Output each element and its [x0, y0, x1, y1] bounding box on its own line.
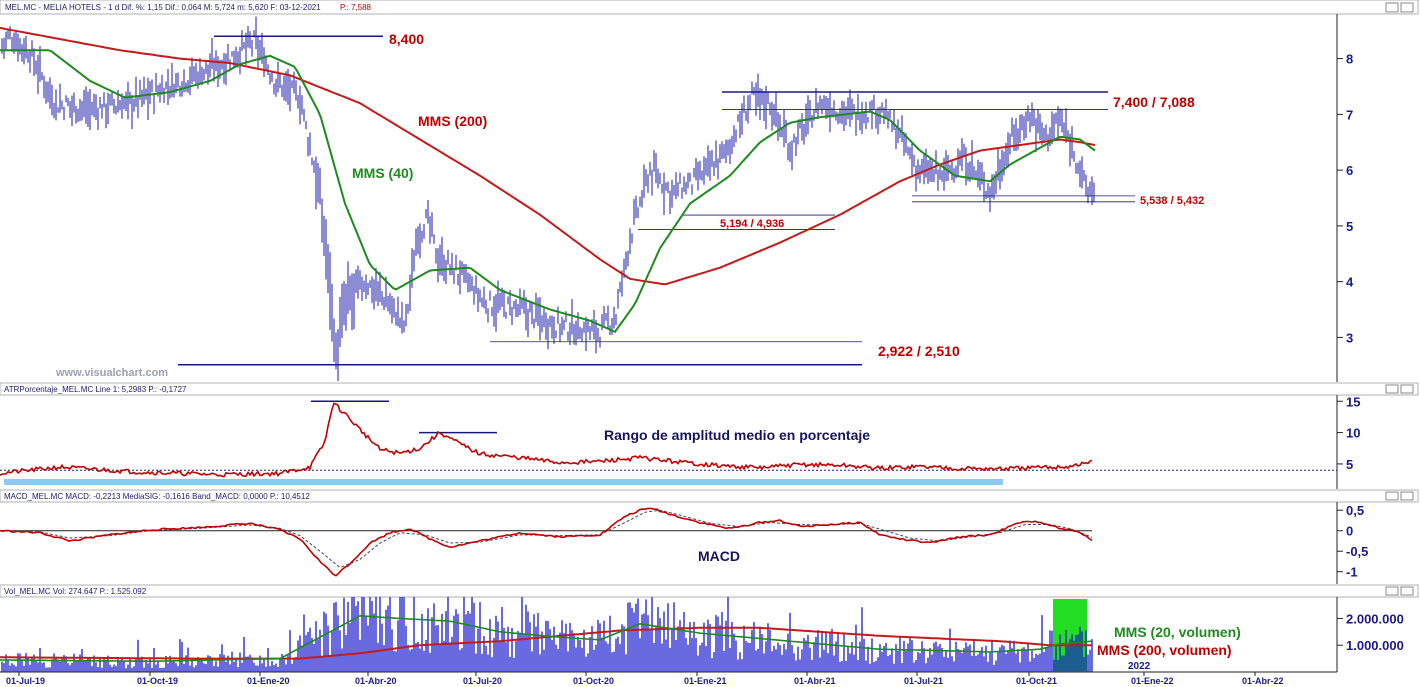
label-resistance: 7,400 / 7,088: [1113, 94, 1195, 110]
atr-maximize-button[interactable]: [1400, 384, 1414, 394]
x-tick-label: 01-Oct-20: [573, 676, 614, 686]
macd-header: MACD_MEL.MC MACD: -0,2213 MediaSIG: -0,1…: [4, 492, 310, 501]
x-tick-label: 01-Jul-19: [6, 676, 45, 686]
volume-header-bar: [0, 584, 1419, 598]
macd-y-tick-label: -0,5: [1346, 544, 1368, 559]
volume-y-axis: 2.000.000 1.000.000: [1337, 611, 1404, 653]
price-y-tick-label: 7: [1346, 107, 1353, 122]
price-header-last: P.: 7,588: [340, 3, 372, 12]
atr-band: [4, 479, 1003, 485]
label-vol-mms200: MMS (200, volumen): [1097, 642, 1232, 658]
price-level-lines: [178, 35, 1135, 366]
volume-y-tick-label: 2.000.000: [1346, 611, 1404, 626]
x-tick-label: 01-Abr-22: [1242, 676, 1284, 686]
price-panel-bg: [0, 0, 1420, 382]
volume-bars: [1, 597, 1093, 672]
watermark: www.visualchart.com: [55, 367, 168, 379]
atr-panel: ATRPorcentaje_MEL.MC Line 1: 5,2983 P.: …: [0, 382, 1419, 489]
volume-header: Vol_MEL.MC Vol: 274.647 P.: 1.525.092: [4, 587, 147, 596]
volume-maximize-button[interactable]: [1400, 586, 1414, 596]
x-tick-label: 01-Oct-21: [1016, 676, 1057, 686]
price-y-tick-label: 8: [1346, 52, 1353, 67]
atr-header: ATRPorcentaje_MEL.MC Line 1: 5,2983 P.: …: [4, 385, 187, 394]
macd-minimize-button[interactable]: [1385, 491, 1399, 501]
volume-y-tick-label: 1.000.000: [1346, 638, 1404, 653]
maximize-button[interactable]: [1400, 2, 1414, 13]
macd-header-bar: [0, 489, 1419, 503]
mms40-line: [0, 49, 1096, 334]
x-tick-label: 01-Oct-19: [137, 676, 178, 686]
x-tick-label: 01-Abr-20: [355, 676, 397, 686]
macd-y-tick-label: 0,5: [1346, 503, 1364, 518]
macd-line: [0, 507, 1093, 577]
x-tick-label: 01-Abr-21: [794, 676, 836, 686]
label-support-recent: 5,538 / 5,432: [1140, 195, 1204, 207]
macd-y-tick-label: -1: [1346, 565, 1358, 580]
price-y-tick-label: 5: [1346, 219, 1353, 234]
label-vol-mms20: MMS (20, volumen): [1114, 624, 1241, 640]
x-axis: 01-Jul-19 01-Oct-19 01-Ene-20 01-Abr-20 01-J…: [6, 672, 1284, 686]
volume-mms200-line: [0, 626, 1092, 660]
atr-header-bar: [0, 382, 1419, 396]
price-header-bar: [0, 0, 1419, 15]
atr-y-tick-label: 10: [1346, 426, 1360, 441]
atr-line: [0, 402, 1093, 478]
atr-marks: [311, 400, 497, 434]
price-y-tick-label: 6: [1346, 163, 1353, 178]
atr-y-tick-label: 15: [1346, 394, 1360, 409]
label-high: 8,400: [389, 31, 424, 47]
x-tick-label: 01-Jul-21: [904, 676, 943, 686]
price-panel: MEL.MC - MELIA HOTELS - 1 d Dif. %: 1,15…: [0, 0, 1420, 382]
price-y-tick-label: 3: [1346, 330, 1353, 345]
label-low: 2,922 / 2,510: [878, 343, 960, 359]
price-y-tick-label: 4: [1346, 275, 1354, 290]
minimize-button[interactable]: [1385, 2, 1399, 13]
atr-y-tick-label: 5: [1346, 457, 1353, 472]
price-y-axis: 8 7 6 5 4 3: [1337, 52, 1354, 345]
x-tick-label: 01-Ene-22: [1131, 676, 1174, 686]
x-tick-label: 01-Jul-20: [463, 676, 502, 686]
macd-y-tick-label: 0: [1346, 524, 1353, 539]
macd-y-axis: 0,5 0 -0,5 -1: [1337, 503, 1368, 580]
price-header: MEL.MC - MELIA HOTELS - 1 d Dif. %: 1,15…: [5, 3, 321, 12]
macd-maximize-button[interactable]: [1400, 491, 1414, 501]
atr-title: Rango de amplitud medio en porcentaje: [604, 427, 870, 443]
volume-minimize-button[interactable]: [1385, 586, 1399, 596]
x-tick-label: 01-Ene-20: [247, 676, 290, 686]
label-mms200: MMS (200): [418, 113, 487, 129]
volume-panel: Vol_MEL.MC Vol: 274.647 P.: 1.525.092 2.…: [0, 584, 1419, 672]
macd-panel: MACD_MEL.MC MACD: -0,2213 MediaSIG: -0,1…: [0, 489, 1419, 584]
label-mid-level: 5,194 / 4,936: [720, 218, 784, 230]
mms200-line: [0, 26, 1096, 286]
x-tick-label: 01-Ene-21: [684, 676, 727, 686]
atr-minimize-button[interactable]: [1385, 384, 1399, 394]
label-mms40: MMS (40): [352, 165, 413, 181]
label-year: 2022: [1128, 661, 1151, 672]
macd-title: MACD: [698, 548, 740, 564]
atr-y-axis: 15 10 5: [1337, 394, 1360, 472]
volume-mms20-line: [0, 614, 1093, 663]
price-window-buttons: [1385, 2, 1414, 13]
macd-signal-line: [0, 509, 1093, 568]
